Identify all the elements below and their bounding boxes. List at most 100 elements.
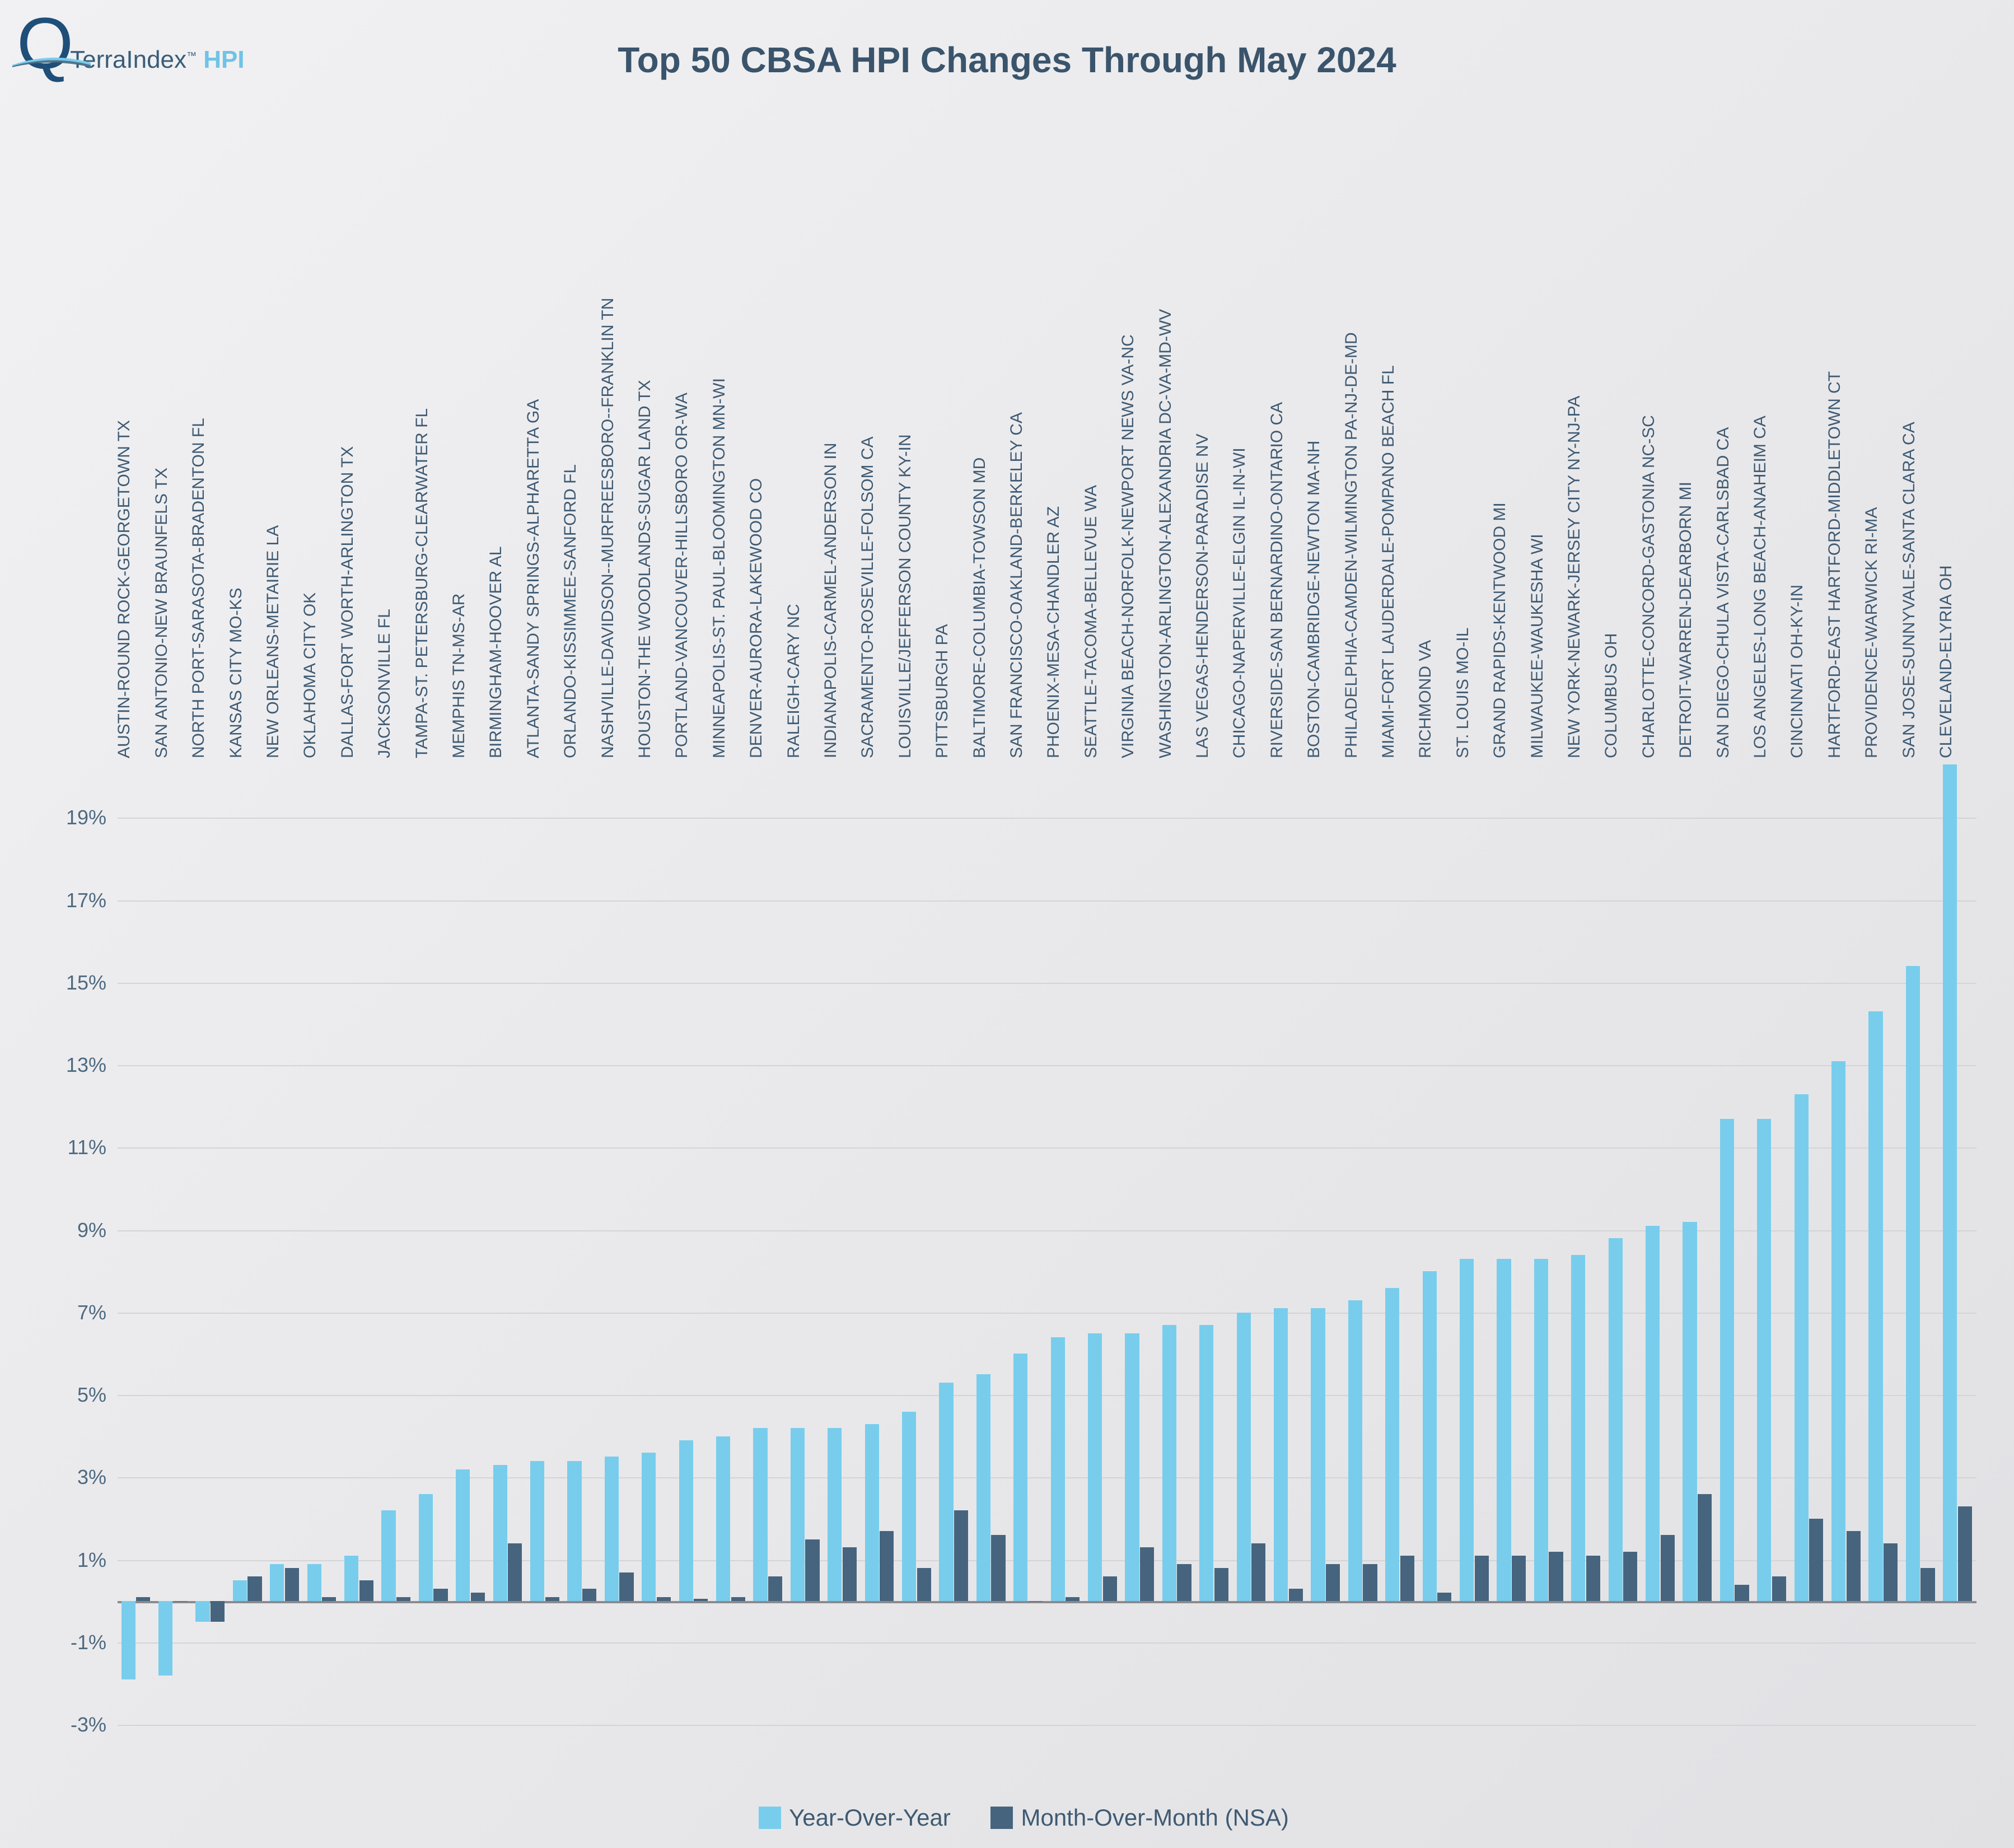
gridline bbox=[118, 1477, 1976, 1478]
gridline bbox=[118, 1147, 1976, 1149]
bar-yoy bbox=[1683, 1222, 1697, 1601]
category-label: HARTFORD-EAST HARTFORD-MIDDLETOWN CT bbox=[1825, 371, 1844, 758]
category-label: DALLAS-FORT WORTH-ARLINGTON TX bbox=[338, 446, 357, 758]
category-label: PHILADELPHIA-CAMDEN-WILMINGTON PA-NJ-DE-… bbox=[1342, 332, 1361, 758]
bar-mom bbox=[1214, 1568, 1228, 1601]
y-axis-tick: 13% bbox=[34, 1053, 106, 1077]
bar-mom bbox=[1958, 1506, 1972, 1601]
category-label: DETROIT-WARREN-DEARBORN MI bbox=[1676, 482, 1695, 758]
bar-yoy bbox=[939, 1383, 953, 1601]
category-label: RICHMOND VA bbox=[1416, 640, 1435, 758]
category-label: PROVIDENCE-WARWICK RI-MA bbox=[1862, 507, 1881, 758]
bar-mom bbox=[1066, 1597, 1080, 1601]
bar-mom bbox=[545, 1597, 559, 1601]
bar-mom bbox=[1661, 1535, 1675, 1601]
bar-mom bbox=[285, 1568, 299, 1601]
category-label: PITTSBURGH PA bbox=[933, 624, 952, 758]
category-label: CHARLOTTE-CONCORD-GASTONIA NC-SC bbox=[1639, 415, 1658, 758]
category-label: SAN JOSE-SUNNYVALE-SANTA CLARA CA bbox=[1900, 422, 1919, 758]
chart-legend: Year-Over-Year Month-Over-Month (NSA) bbox=[0, 1803, 2014, 1831]
bar-yoy bbox=[865, 1424, 879, 1602]
bar-yoy bbox=[679, 1440, 693, 1601]
category-label: TAMPA-ST. PETERSBURG-CLEARWATER FL bbox=[413, 408, 432, 758]
bar-mom bbox=[1884, 1543, 1898, 1601]
category-label: SEATTLE-TACOMA-BELLEVUE WA bbox=[1082, 485, 1101, 758]
category-label: MEMPHIS TN-MS-AR bbox=[450, 594, 469, 758]
y-axis-tick: -3% bbox=[34, 1713, 106, 1737]
gridline bbox=[118, 1065, 1976, 1066]
bar-yoy bbox=[270, 1564, 284, 1601]
bar-yoy bbox=[381, 1510, 395, 1601]
category-label: INDIANAPOLIS-CARMEL-ANDERSON IN bbox=[821, 443, 840, 758]
bar-mom bbox=[1735, 1585, 1749, 1601]
bar-mom bbox=[1512, 1556, 1526, 1601]
bar-yoy bbox=[567, 1461, 581, 1601]
bar-yoy bbox=[1311, 1308, 1325, 1601]
bar-yoy bbox=[605, 1457, 619, 1601]
category-label: LOS ANGELES-LONG BEACH-ANAHEIM CA bbox=[1751, 416, 1770, 758]
bar-mom bbox=[731, 1597, 745, 1601]
category-label: COLUMBUS OH bbox=[1602, 633, 1621, 758]
category-label: LOUISVILLE/JEFFERSON COUNTY KY-IN bbox=[896, 435, 915, 758]
bar-mom bbox=[880, 1531, 894, 1601]
bar-yoy bbox=[1199, 1325, 1213, 1601]
bar-mom bbox=[433, 1589, 447, 1601]
bar-yoy bbox=[307, 1564, 321, 1601]
bar-mom bbox=[1586, 1556, 1600, 1601]
bar-mom bbox=[1029, 1601, 1043, 1602]
bar-yoy bbox=[902, 1412, 916, 1602]
bar-mom bbox=[1363, 1564, 1377, 1601]
gridline bbox=[118, 900, 1976, 902]
bar-yoy bbox=[1237, 1313, 1251, 1601]
category-label: CLEVELAND-ELYRIA OH bbox=[1937, 565, 1956, 758]
bar-yoy bbox=[1609, 1238, 1623, 1601]
category-label: MILWAUKEE-WAUKESHA WI bbox=[1528, 534, 1547, 758]
bar-yoy bbox=[753, 1428, 767, 1601]
bar-mom bbox=[954, 1510, 968, 1601]
bar-yoy bbox=[1831, 1061, 1845, 1601]
bar-mom bbox=[322, 1597, 336, 1601]
bar-mom bbox=[1772, 1576, 1786, 1601]
bar-mom bbox=[1103, 1576, 1117, 1601]
legend-label-mom: Month-Over-Month (NSA) bbox=[1021, 1804, 1288, 1831]
category-label: BALTIMORE-COLUMBIA-TOWSON MD bbox=[970, 458, 989, 758]
y-axis-tick: 7% bbox=[34, 1301, 106, 1324]
category-label: AUSTIN-ROUND ROCK-GEORGETOWN TX bbox=[115, 420, 134, 758]
gridline bbox=[118, 1642, 1976, 1644]
bar-chart: -3%-1%1%3%5%7%9%11%13%15%17%19%AUSTIN-RO… bbox=[118, 756, 1976, 1725]
category-label: ATLANTA-SANDY SPRINGS-ALPHARETTA GA bbox=[524, 399, 543, 758]
category-label: NASHVILLE-DAVIDSON--MURFREESBORO--FRANKL… bbox=[599, 298, 618, 758]
bar-mom bbox=[1326, 1564, 1340, 1601]
y-axis-tick: 17% bbox=[34, 889, 106, 912]
category-label: DENVER-AURORA-LAKEWOOD CO bbox=[747, 478, 766, 758]
bar-mom bbox=[1400, 1556, 1414, 1601]
bar-yoy bbox=[419, 1494, 433, 1601]
category-label: MINNEAPOLIS-ST. PAUL-BLOOMINGTON MN-WI bbox=[710, 378, 729, 758]
category-label: RALEIGH-CARY NC bbox=[784, 604, 803, 758]
bar-yoy bbox=[791, 1428, 805, 1601]
category-label: SAN ANTONIO-NEW BRAUNFELS TX bbox=[152, 468, 171, 758]
bar-mom bbox=[1289, 1589, 1303, 1601]
plot-area: -3%-1%1%3%5%7%9%11%13%15%17%19%AUSTIN-RO… bbox=[118, 756, 1976, 1725]
bar-yoy bbox=[1423, 1271, 1437, 1601]
category-label: RIVERSIDE-SAN BERNARDINO-ONTARIO CA bbox=[1268, 402, 1287, 758]
bar-mom bbox=[247, 1576, 261, 1601]
bar-yoy bbox=[122, 1601, 135, 1679]
bar-yoy bbox=[233, 1580, 247, 1601]
category-label: WASHINGTON-ARLINGTON-ALEXANDRIA DC-VA-MD… bbox=[1156, 309, 1175, 758]
bar-mom bbox=[694, 1599, 708, 1601]
y-axis-tick: -1% bbox=[34, 1631, 106, 1654]
y-axis-tick: 1% bbox=[34, 1548, 106, 1572]
category-label: ORLANDO-KISSIMMEE-SANFORD FL bbox=[561, 464, 580, 758]
category-label: LAS VEGAS-HENDERSON-PARADISE NV bbox=[1193, 433, 1212, 758]
bar-yoy bbox=[493, 1465, 507, 1601]
bar-mom bbox=[174, 1601, 188, 1602]
bar-yoy bbox=[1757, 1119, 1771, 1601]
bar-mom bbox=[471, 1593, 485, 1601]
bar-yoy bbox=[1385, 1288, 1399, 1601]
bar-mom bbox=[657, 1597, 671, 1601]
category-label: HOUSTON-THE WOODLANDS-SUGAR LAND TX bbox=[635, 380, 655, 758]
category-label: CHICAGO-NAPERVILLE-ELGIN IL-IN-WI bbox=[1230, 447, 1249, 758]
chart-page: Q TerraIndex™ HPI Top 50 CBSA HPI Change… bbox=[0, 0, 2014, 1848]
bar-mom bbox=[582, 1589, 596, 1601]
